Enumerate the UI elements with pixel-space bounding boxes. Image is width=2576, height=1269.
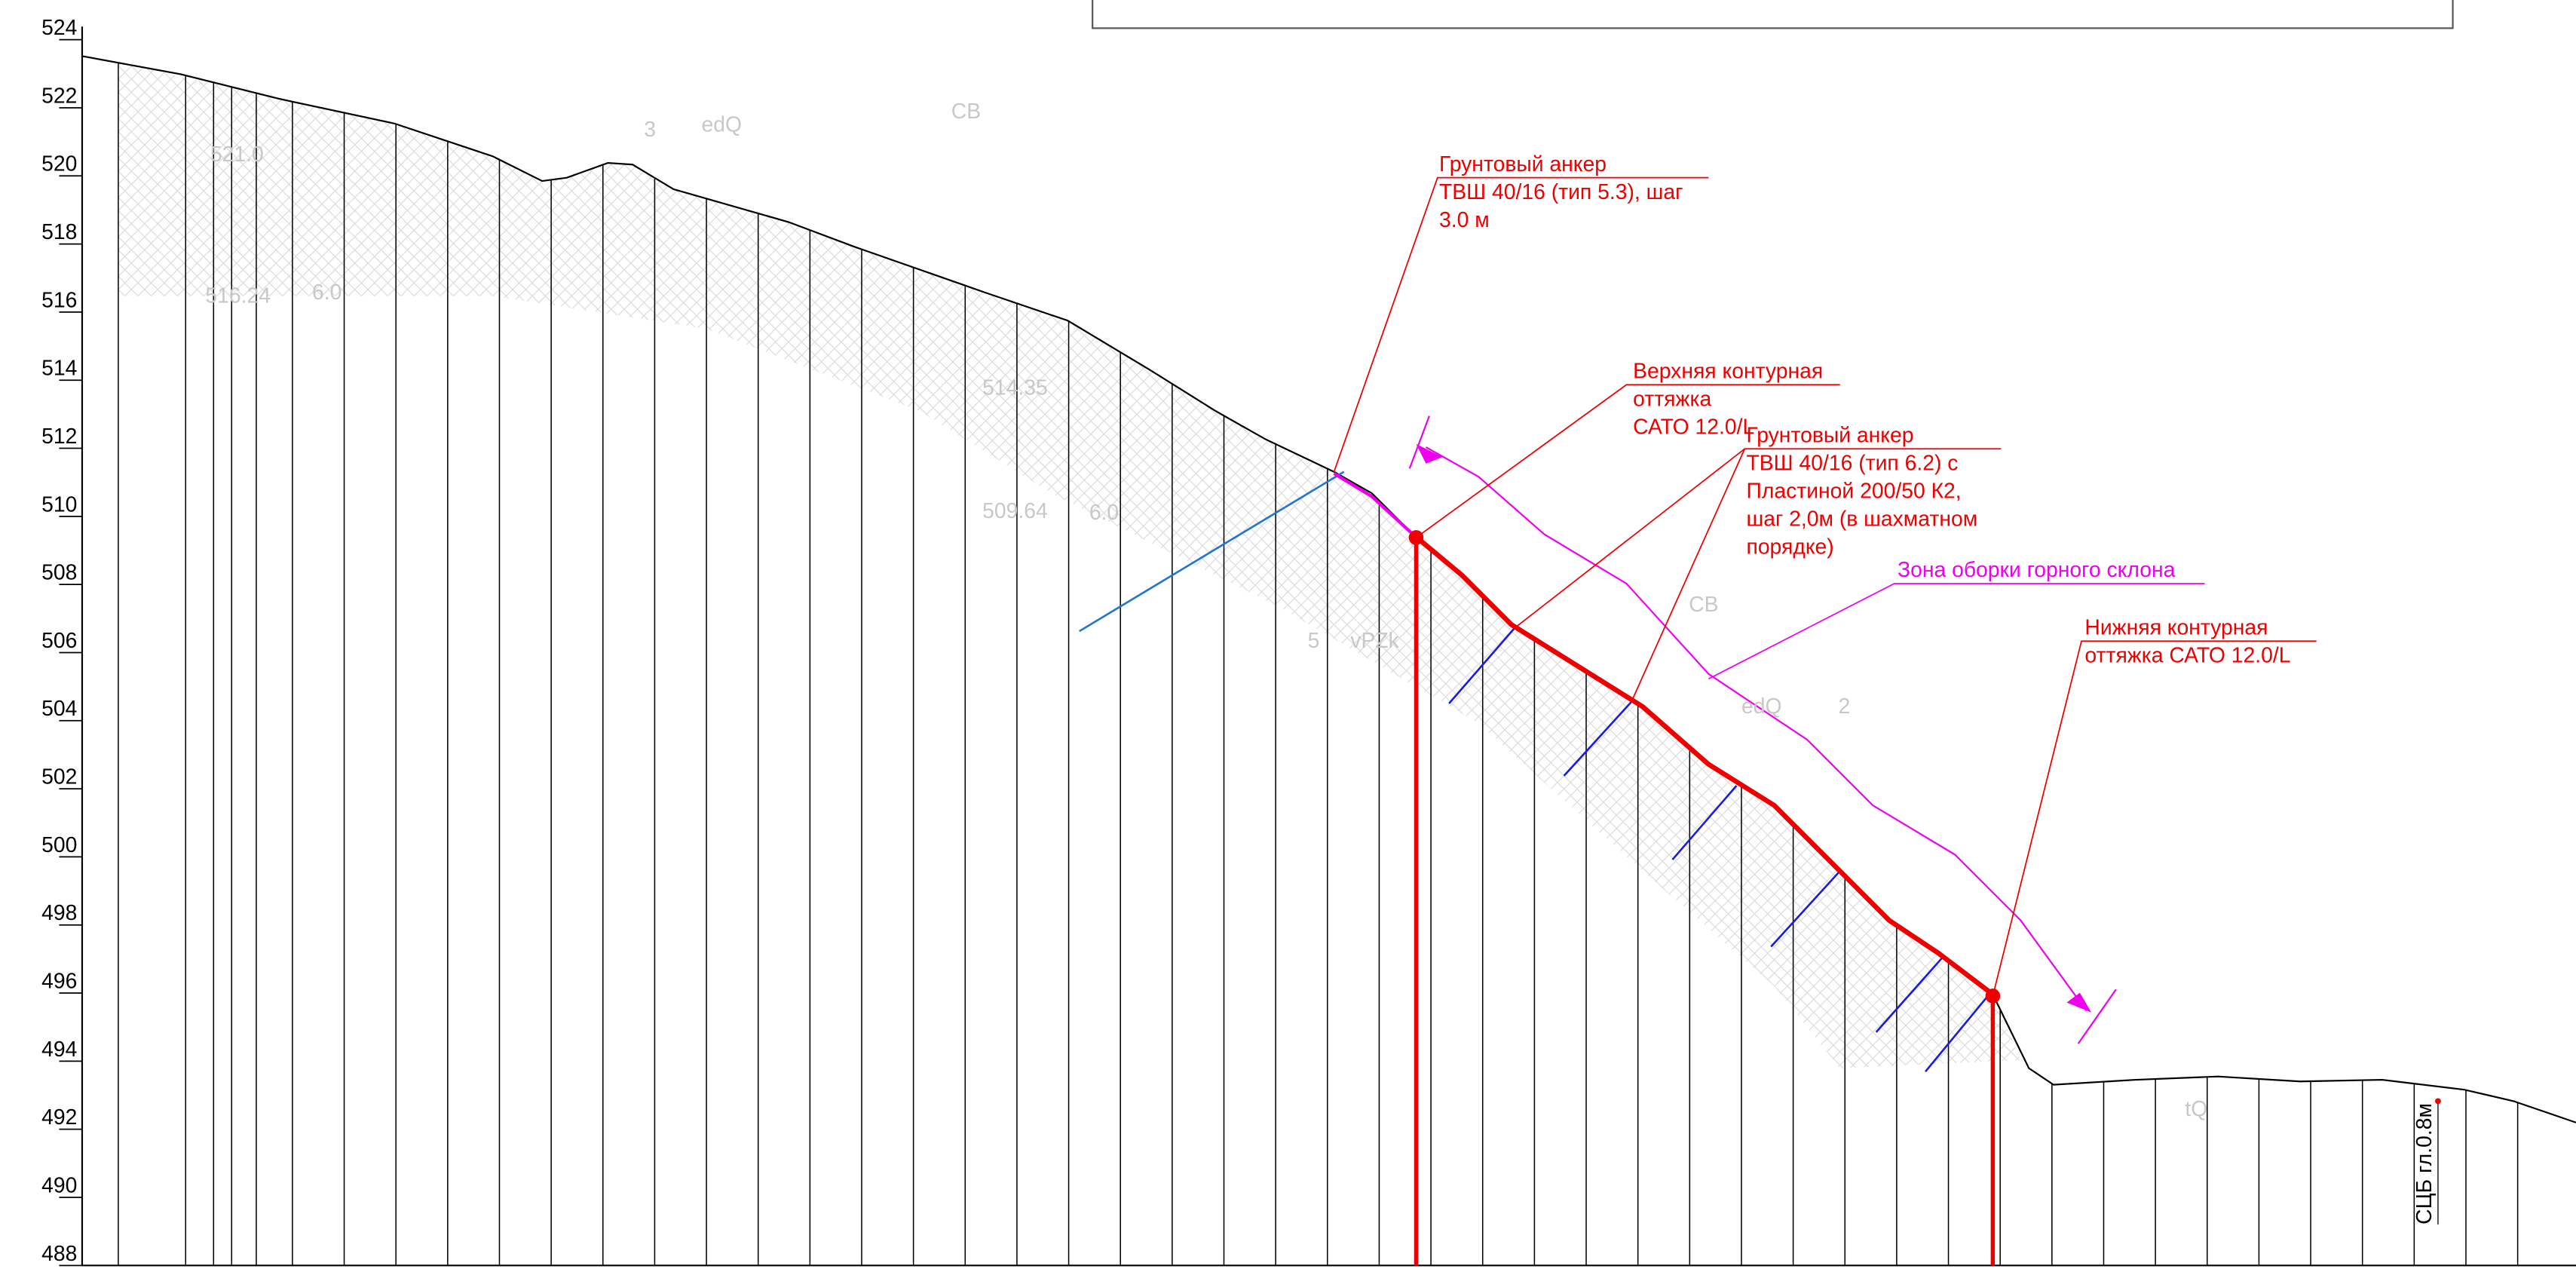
tick-label: 510 (41, 492, 77, 516)
callout-text: порядке) (1746, 535, 1833, 559)
callout-text: ТВШ 40/16 (тип 5.3), шаг (1439, 180, 1683, 204)
callout-text: Грунтовый анкер (1746, 424, 1913, 448)
callout-text: оттяжка (1633, 388, 1711, 412)
faint-label: 6.0 (312, 280, 342, 305)
callout-text: Грунтовый анкер (1439, 152, 1607, 176)
faint-label: 2 (1839, 694, 1851, 719)
tick-label: 522 (41, 84, 77, 108)
faint-label: СВ (1689, 593, 1718, 617)
callout-text: Нижняя контурная (2084, 616, 2268, 640)
callout-text: Зона оборки горного склона (1898, 558, 2176, 582)
callout-text: ТВШ 40/16 (тип 6.2) с (1746, 452, 1958, 476)
tick-label: 490 (41, 1173, 77, 1197)
callout-text: 3.0 м (1439, 208, 1490, 232)
tick-label: 516 (41, 288, 77, 312)
tick-label: 488 (41, 1242, 77, 1266)
tick-label: 494 (41, 1038, 77, 1062)
faint-label: 6.0 (1089, 501, 1119, 525)
faint-label: СВ (951, 100, 981, 124)
tick-label: 506 (41, 629, 77, 653)
callout-text: Пластиной 200/50 К2, (1746, 480, 1961, 504)
tick-label: 508 (41, 561, 77, 585)
faint-label: 509.64 (982, 499, 1048, 523)
drawing: 524 522 520 518 516 514 512 510 508 506 504 502 500 4… (0, 0, 2576, 1269)
callout-text: Верхняя контурная (1633, 360, 1823, 384)
faint-label: 514.35 (982, 375, 1048, 400)
faint-label: 521.0 (210, 143, 264, 167)
faint-label: 5 (1308, 629, 1320, 653)
tick-label: 496 (41, 970, 77, 994)
callout-text: оттяжка САТО 12.0/L (2084, 644, 2290, 668)
faint-label: edQ (1741, 694, 1782, 719)
faint-label: 3 (644, 118, 656, 142)
tick-label: 524 (41, 16, 77, 40)
callout-text: САТО 12.0/L (1633, 415, 1754, 440)
tick-label: 512 (41, 425, 77, 449)
tick-label: 518 (41, 220, 77, 244)
tick-label: 520 (41, 152, 77, 176)
tick-label: 504 (41, 697, 77, 721)
callout-text: шаг 2,0м (в шахматном (1746, 507, 1977, 532)
sign-label: СЦБ гл.0.8м (2412, 1103, 2437, 1225)
faint-label: edQ (702, 113, 743, 137)
tick-label: 500 (41, 833, 77, 857)
faint-label: tQ (2185, 1097, 2207, 1121)
tick-label: 492 (41, 1105, 77, 1130)
faint-label: vPZk (1350, 629, 1399, 653)
faint-label: 516.24 (205, 284, 271, 308)
tick-label: 498 (41, 901, 77, 925)
tick-label: 514 (41, 357, 77, 381)
tick-label: 502 (41, 765, 77, 789)
